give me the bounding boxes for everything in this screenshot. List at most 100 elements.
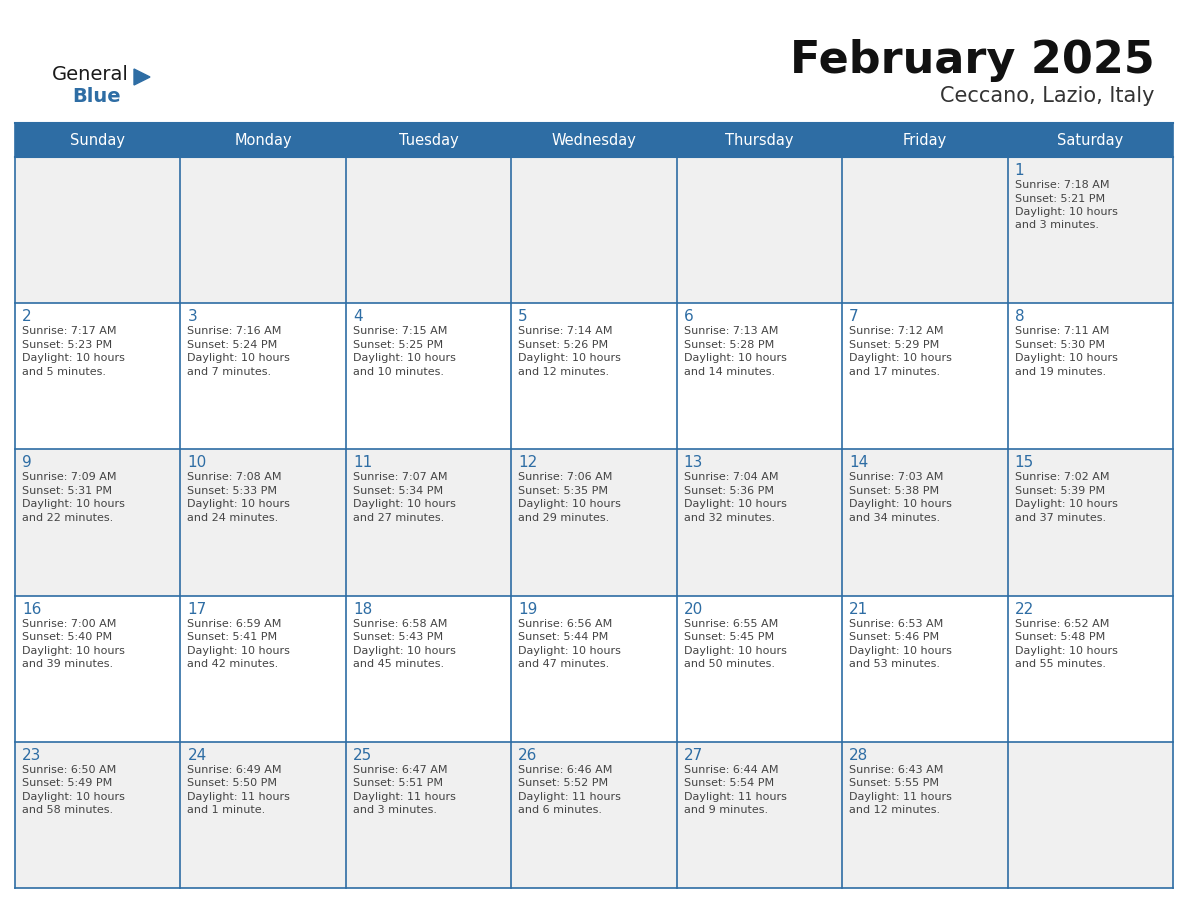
- Text: 2: 2: [23, 309, 32, 324]
- Text: Tuesday: Tuesday: [399, 132, 459, 148]
- Text: 7: 7: [849, 309, 859, 324]
- Text: and 9 minutes.: and 9 minutes.: [684, 805, 767, 815]
- Text: Sunset: 5:24 PM: Sunset: 5:24 PM: [188, 340, 278, 350]
- Text: Sunset: 5:54 PM: Sunset: 5:54 PM: [684, 778, 773, 789]
- Bar: [15, 596, 1173, 742]
- Text: Sunset: 5:26 PM: Sunset: 5:26 PM: [518, 340, 608, 350]
- Text: Daylight: 10 hours: Daylight: 10 hours: [684, 499, 786, 509]
- Text: Daylight: 10 hours: Daylight: 10 hours: [518, 645, 621, 655]
- Text: and 3 minutes.: and 3 minutes.: [1015, 220, 1099, 230]
- Text: and 45 minutes.: and 45 minutes.: [353, 659, 444, 669]
- Text: Sunset: 5:28 PM: Sunset: 5:28 PM: [684, 340, 773, 350]
- Text: Sunrise: 6:47 AM: Sunrise: 6:47 AM: [353, 765, 448, 775]
- Text: 15: 15: [1015, 455, 1034, 470]
- Text: 27: 27: [684, 748, 703, 763]
- Text: and 6 minutes.: and 6 minutes.: [518, 805, 602, 815]
- Text: Sunday: Sunday: [70, 132, 125, 148]
- Text: and 1 minute.: and 1 minute.: [188, 805, 266, 815]
- Text: 18: 18: [353, 601, 372, 617]
- Text: Sunrise: 7:14 AM: Sunrise: 7:14 AM: [518, 326, 613, 336]
- Bar: [15, 303, 1173, 450]
- Text: Daylight: 11 hours: Daylight: 11 hours: [353, 792, 456, 801]
- Text: Sunset: 5:40 PM: Sunset: 5:40 PM: [23, 633, 112, 642]
- Text: Daylight: 10 hours: Daylight: 10 hours: [23, 645, 125, 655]
- Bar: [15, 123, 1173, 157]
- Text: Sunset: 5:39 PM: Sunset: 5:39 PM: [1015, 486, 1105, 496]
- Text: Daylight: 10 hours: Daylight: 10 hours: [1015, 645, 1118, 655]
- Text: 24: 24: [188, 748, 207, 763]
- Text: 9: 9: [23, 455, 32, 470]
- Text: Daylight: 10 hours: Daylight: 10 hours: [353, 645, 456, 655]
- Text: and 50 minutes.: and 50 minutes.: [684, 659, 775, 669]
- Text: 10: 10: [188, 455, 207, 470]
- Text: Ceccano, Lazio, Italy: Ceccano, Lazio, Italy: [941, 86, 1155, 106]
- Text: and 3 minutes.: and 3 minutes.: [353, 805, 437, 815]
- Text: Sunset: 5:33 PM: Sunset: 5:33 PM: [188, 486, 278, 496]
- Text: and 58 minutes.: and 58 minutes.: [23, 805, 113, 815]
- Text: 14: 14: [849, 455, 868, 470]
- Text: and 7 minutes.: and 7 minutes.: [188, 366, 272, 376]
- Text: Sunset: 5:29 PM: Sunset: 5:29 PM: [849, 340, 940, 350]
- Text: Sunrise: 7:07 AM: Sunrise: 7:07 AM: [353, 473, 448, 482]
- Text: and 22 minutes.: and 22 minutes.: [23, 513, 113, 523]
- Text: 12: 12: [518, 455, 537, 470]
- Text: Sunrise: 7:04 AM: Sunrise: 7:04 AM: [684, 473, 778, 482]
- Text: Sunrise: 7:15 AM: Sunrise: 7:15 AM: [353, 326, 447, 336]
- Text: and 24 minutes.: and 24 minutes.: [188, 513, 279, 523]
- Text: Sunset: 5:41 PM: Sunset: 5:41 PM: [188, 633, 278, 642]
- Text: Daylight: 10 hours: Daylight: 10 hours: [353, 499, 456, 509]
- Text: 11: 11: [353, 455, 372, 470]
- Text: Daylight: 11 hours: Daylight: 11 hours: [684, 792, 786, 801]
- Text: and 39 minutes.: and 39 minutes.: [23, 659, 113, 669]
- Text: Daylight: 10 hours: Daylight: 10 hours: [849, 499, 952, 509]
- Text: 26: 26: [518, 748, 538, 763]
- Text: 8: 8: [1015, 309, 1024, 324]
- Text: Sunrise: 6:56 AM: Sunrise: 6:56 AM: [518, 619, 613, 629]
- Text: Sunset: 5:51 PM: Sunset: 5:51 PM: [353, 778, 443, 789]
- Text: 21: 21: [849, 601, 868, 617]
- Text: Sunrise: 6:58 AM: Sunrise: 6:58 AM: [353, 619, 447, 629]
- Text: Sunset: 5:36 PM: Sunset: 5:36 PM: [684, 486, 773, 496]
- Text: Sunrise: 7:06 AM: Sunrise: 7:06 AM: [518, 473, 613, 482]
- Text: 4: 4: [353, 309, 362, 324]
- Text: Sunrise: 6:55 AM: Sunrise: 6:55 AM: [684, 619, 778, 629]
- Text: Sunrise: 7:17 AM: Sunrise: 7:17 AM: [23, 326, 116, 336]
- Text: 1: 1: [1015, 163, 1024, 178]
- Text: Daylight: 10 hours: Daylight: 10 hours: [849, 645, 952, 655]
- Bar: [15, 157, 1173, 303]
- Text: Daylight: 10 hours: Daylight: 10 hours: [518, 353, 621, 364]
- Text: Sunset: 5:25 PM: Sunset: 5:25 PM: [353, 340, 443, 350]
- Text: and 27 minutes.: and 27 minutes.: [353, 513, 444, 523]
- Text: Sunrise: 6:52 AM: Sunrise: 6:52 AM: [1015, 619, 1108, 629]
- Text: Daylight: 11 hours: Daylight: 11 hours: [518, 792, 621, 801]
- Bar: [15, 742, 1173, 888]
- Text: Monday: Monday: [234, 132, 292, 148]
- Text: and 17 minutes.: and 17 minutes.: [849, 366, 940, 376]
- Text: 19: 19: [518, 601, 538, 617]
- Text: Sunrise: 6:50 AM: Sunrise: 6:50 AM: [23, 765, 116, 775]
- Text: and 5 minutes.: and 5 minutes.: [23, 366, 106, 376]
- Text: 3: 3: [188, 309, 197, 324]
- Text: Sunrise: 7:12 AM: Sunrise: 7:12 AM: [849, 326, 943, 336]
- Text: Sunset: 5:45 PM: Sunset: 5:45 PM: [684, 633, 773, 642]
- Text: 28: 28: [849, 748, 868, 763]
- Text: 5: 5: [518, 309, 527, 324]
- Text: Sunrise: 6:46 AM: Sunrise: 6:46 AM: [518, 765, 613, 775]
- Text: and 53 minutes.: and 53 minutes.: [849, 659, 940, 669]
- Text: Sunrise: 7:02 AM: Sunrise: 7:02 AM: [1015, 473, 1110, 482]
- Text: 25: 25: [353, 748, 372, 763]
- Text: Sunset: 5:35 PM: Sunset: 5:35 PM: [518, 486, 608, 496]
- Text: Daylight: 10 hours: Daylight: 10 hours: [23, 792, 125, 801]
- Text: Daylight: 10 hours: Daylight: 10 hours: [1015, 499, 1118, 509]
- Text: Daylight: 10 hours: Daylight: 10 hours: [518, 499, 621, 509]
- Text: and 12 minutes.: and 12 minutes.: [849, 805, 940, 815]
- Text: Sunset: 5:44 PM: Sunset: 5:44 PM: [518, 633, 608, 642]
- Text: Sunset: 5:34 PM: Sunset: 5:34 PM: [353, 486, 443, 496]
- Text: Daylight: 10 hours: Daylight: 10 hours: [188, 353, 290, 364]
- Text: Sunset: 5:50 PM: Sunset: 5:50 PM: [188, 778, 278, 789]
- Text: Sunrise: 6:59 AM: Sunrise: 6:59 AM: [188, 619, 282, 629]
- Text: and 37 minutes.: and 37 minutes.: [1015, 513, 1106, 523]
- Text: General: General: [52, 65, 128, 84]
- Text: Sunrise: 7:00 AM: Sunrise: 7:00 AM: [23, 619, 116, 629]
- Text: Daylight: 10 hours: Daylight: 10 hours: [684, 645, 786, 655]
